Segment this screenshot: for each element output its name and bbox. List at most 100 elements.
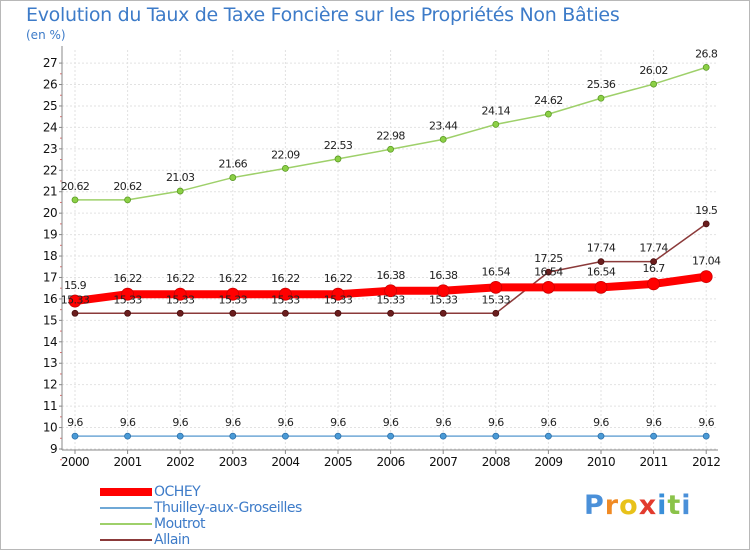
data-label-thuilley-aux-groseilles: 9.6 (225, 416, 241, 429)
x-tick-label: 2000 (61, 455, 89, 469)
x-tick-label: 2009 (534, 455, 562, 469)
data-point-ochey (489, 280, 503, 294)
x-tick-label: 2004 (271, 455, 299, 469)
data-point-allain (124, 309, 131, 317)
x-tick-label: 2011 (640, 455, 668, 469)
data-label-allain: 15.33 (271, 293, 300, 306)
data-label-thuilley-aux-groseilles: 9.6 (593, 416, 609, 429)
y-tick-label: 26 (43, 78, 57, 92)
data-point-thuilley-aux-groseilles (334, 432, 342, 440)
grid-lines (62, 50, 718, 450)
x-tick-label: 2002 (166, 455, 194, 469)
data-label-moutrot: 20.62 (113, 180, 142, 193)
y-tick-label: 13 (43, 356, 57, 370)
data-point-moutrot (334, 155, 342, 163)
data-point-allain (439, 309, 447, 317)
data-label-allain: 15.33 (429, 293, 458, 306)
x-tick-label: 2008 (482, 455, 510, 469)
data-point-thuilley-aux-groseilles (176, 432, 184, 440)
data-point-allain (281, 309, 289, 317)
y-tick-label: 18 (43, 249, 57, 263)
data-point-allain (71, 309, 79, 317)
y-tick-label: 17 (43, 270, 57, 284)
legend-label-moutrot: Moutrot (154, 516, 206, 532)
data-label-moutrot: 24.14 (482, 104, 511, 117)
data-point-ochey (278, 287, 292, 301)
data-point-ochey (594, 280, 608, 294)
data-label-thuilley-aux-groseilles: 9.6 (541, 416, 557, 429)
y-axis-unit: (en %) (26, 28, 66, 42)
logo-letter: x (638, 490, 658, 521)
y-tick-label: 16 (43, 292, 57, 306)
data-label-allain: 15.33 (61, 293, 90, 306)
data-point-moutrot (71, 196, 79, 204)
data-point-ochey (226, 287, 240, 301)
legend-swatch-moutrot (100, 523, 152, 525)
legend-swatch-allain (100, 539, 152, 541)
data-label-moutrot: 22.98 (376, 129, 405, 142)
data-point-ochey (68, 294, 82, 308)
data-point-ochey (173, 287, 187, 301)
data-point-thuilley-aux-groseilles (650, 432, 657, 440)
data-point-moutrot (281, 164, 289, 172)
data-label-thuilley-aux-groseilles: 9.6 (698, 416, 714, 429)
data-point-moutrot (702, 63, 710, 71)
data-point-allain (702, 220, 710, 228)
data-point-allain (545, 268, 552, 276)
data-label-moutrot: 21.66 (219, 158, 248, 171)
data-label-ochey: 16.22 (219, 272, 248, 285)
data-label-thuilley-aux-groseilles: 9.6 (120, 416, 136, 429)
x-tick-label: 2006 (377, 455, 405, 469)
data-label-ochey: 16.54 (534, 265, 563, 278)
y-tick-label: 22 (43, 163, 57, 177)
data-point-thuilley-aux-groseilles (702, 432, 710, 440)
y-tick-label: 12 (43, 378, 57, 392)
data-label-ochey: 16.22 (166, 272, 195, 285)
legend-item-allain[interactable]: Allain (100, 532, 302, 548)
data-point-moutrot (545, 110, 552, 118)
y-tick-label: 27 (43, 56, 57, 70)
data-point-moutrot (439, 136, 447, 143)
data-point-moutrot (597, 94, 605, 102)
data-point-thuilley-aux-groseilles (387, 432, 395, 440)
data-point-thuilley-aux-groseilles (439, 432, 447, 440)
data-labels: 20.62 20.62 21.03 21.66 22.09 22.53 22.98 23.44… (61, 47, 722, 429)
logo-letter: i (657, 490, 668, 521)
legend-item-thuilley[interactable]: Thuilley-aux-Groseilles (100, 500, 302, 516)
data-label-ochey: 16.22 (113, 272, 142, 285)
data-label-thuilley-aux-groseilles: 9.6 (67, 416, 83, 429)
logo-letter: P (584, 490, 605, 521)
data-point-moutrot (176, 187, 184, 195)
y-tick-label: 19 (43, 228, 57, 242)
data-label-allain: 19.5 (695, 204, 718, 217)
x-tick-label: 2007 (429, 455, 457, 469)
data-point-moutrot (387, 145, 395, 153)
data-label-ochey: 16.22 (324, 272, 353, 285)
data-point-thuilley-aux-groseilles (281, 432, 289, 440)
legend-item-moutrot[interactable]: Moutrot (100, 516, 302, 532)
data-point-ochey (331, 287, 345, 301)
data-label-ochey: 16.22 (271, 272, 300, 285)
data-point-allain (334, 309, 342, 317)
legend-item-ochey[interactable]: OCHEY (100, 484, 302, 500)
data-point-thuilley-aux-groseilles (492, 432, 500, 440)
data-label-moutrot: 22.53 (324, 139, 353, 152)
data-label-ochey: 16.7 (643, 262, 666, 275)
x-tick-label: 2010 (587, 455, 615, 469)
x-tick-label: 2003 (219, 455, 247, 469)
legend-label-allain: Allain (154, 532, 190, 548)
chart-title: Evolution du Taux de Taxe Foncière sur l… (26, 4, 620, 26)
data-point-allain (176, 309, 184, 317)
data-point-moutrot (650, 80, 657, 88)
data-point-allain (650, 258, 657, 266)
data-point-moutrot (229, 174, 237, 181)
data-label-allain: 15.33 (482, 293, 511, 306)
y-tick-label: 23 (43, 142, 57, 156)
legend-swatch-ochey (100, 488, 152, 496)
data-point-allain (597, 258, 605, 266)
data-point-ochey (647, 277, 660, 291)
data-label-moutrot: 25.36 (587, 78, 616, 91)
data-point-thuilley-aux-groseilles (545, 432, 552, 440)
data-point-ochey (699, 270, 713, 284)
logo-letter: o (619, 490, 639, 521)
